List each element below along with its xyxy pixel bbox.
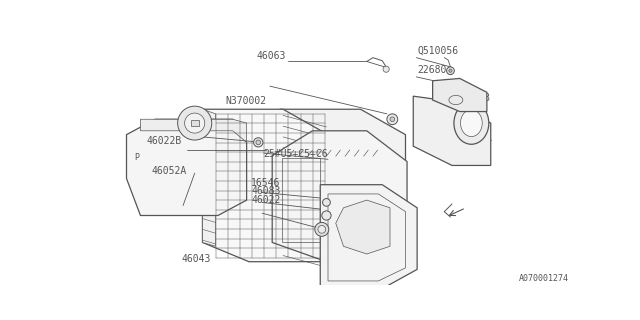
Text: 46022: 46022 bbox=[251, 195, 280, 205]
Polygon shape bbox=[433, 78, 487, 112]
Circle shape bbox=[323, 198, 330, 206]
Circle shape bbox=[256, 140, 260, 145]
Circle shape bbox=[322, 211, 331, 220]
Circle shape bbox=[318, 226, 326, 233]
Circle shape bbox=[387, 114, 397, 124]
Text: 46052: 46052 bbox=[449, 137, 479, 147]
Text: Q510056: Q510056 bbox=[417, 46, 458, 56]
Text: 46043: 46043 bbox=[182, 254, 211, 264]
Text: FIG.073: FIG.073 bbox=[449, 92, 491, 102]
Circle shape bbox=[184, 113, 205, 133]
Polygon shape bbox=[202, 109, 216, 246]
Circle shape bbox=[383, 66, 389, 72]
FancyBboxPatch shape bbox=[191, 120, 198, 126]
Polygon shape bbox=[413, 96, 491, 165]
Text: P: P bbox=[134, 153, 139, 162]
Circle shape bbox=[253, 138, 263, 147]
Polygon shape bbox=[336, 200, 390, 254]
Text: 25#U5+C5+C6: 25#U5+C5+C6 bbox=[264, 149, 328, 159]
Circle shape bbox=[449, 69, 452, 72]
Ellipse shape bbox=[461, 110, 482, 137]
Ellipse shape bbox=[454, 102, 489, 144]
Polygon shape bbox=[127, 119, 246, 215]
Text: 16546: 16546 bbox=[251, 178, 280, 188]
Circle shape bbox=[178, 106, 212, 140]
Text: 46022B: 46022B bbox=[147, 136, 182, 146]
Text: 46063: 46063 bbox=[257, 51, 286, 61]
Polygon shape bbox=[140, 119, 246, 142]
Polygon shape bbox=[202, 109, 328, 262]
Text: FRONT: FRONT bbox=[343, 208, 372, 218]
Polygon shape bbox=[280, 109, 406, 262]
Circle shape bbox=[390, 117, 395, 122]
Text: 46052A: 46052A bbox=[152, 166, 187, 176]
Text: 22680: 22680 bbox=[417, 65, 447, 76]
Text: 46083: 46083 bbox=[251, 186, 280, 196]
Circle shape bbox=[315, 222, 329, 236]
Circle shape bbox=[447, 67, 454, 75]
Text: N370002: N370002 bbox=[225, 96, 266, 106]
Text: A070001274: A070001274 bbox=[518, 274, 568, 283]
Polygon shape bbox=[272, 131, 407, 262]
Polygon shape bbox=[320, 185, 417, 289]
